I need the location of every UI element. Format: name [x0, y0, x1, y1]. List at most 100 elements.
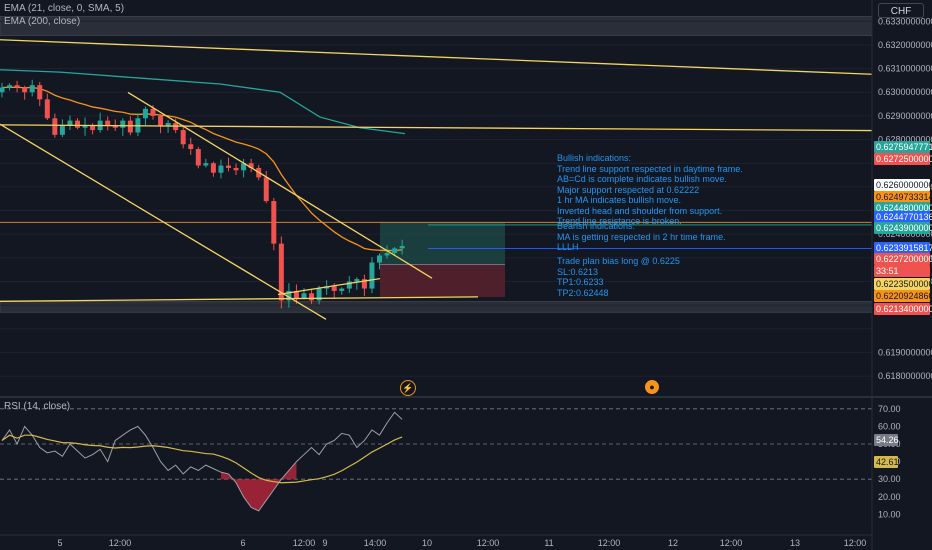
price-tag-label: 0.62134000000: [876, 304, 932, 314]
candle-body: [218, 165, 224, 173]
price-tag-label: 0.62272000000: [876, 254, 932, 264]
stop-loss-zone: [380, 264, 505, 298]
time-tick-label: 13: [790, 538, 800, 548]
price-tag: [874, 141, 930, 153]
price-tag-label: 0.62209248604: [876, 291, 932, 301]
candle-body: [248, 163, 254, 168]
lightning-icon[interactable]: ⚡: [400, 380, 416, 396]
candle-body: [271, 201, 277, 244]
candle-body: [392, 248, 398, 254]
currency-button[interactable]: CHF: [878, 3, 924, 18]
price-tag-label: 0.62497333141: [876, 192, 932, 202]
price-tick-label: 0.61900000000: [878, 347, 932, 357]
rsi-oversold-fill: [220, 461, 297, 511]
candle-body: [0, 87, 5, 93]
trend-line: [0, 39, 873, 75]
rsi-value-label: 54.26: [876, 435, 899, 445]
legend-ema200[interactable]: EMA (200, close): [4, 16, 81, 27]
candle-body: [377, 255, 382, 263]
ema21-line: [1, 86, 403, 252]
rsi-pane: [0, 396, 932, 512]
price-tick-label: 0.62900000000: [878, 111, 932, 121]
candle-body: [278, 243, 284, 301]
price-tag: [874, 242, 930, 254]
candle-body: [188, 144, 194, 150]
candle-body: [195, 149, 201, 166]
price-tag: [874, 265, 930, 277]
price-tag-label: 0.62339158174: [876, 243, 932, 253]
candle-body: [369, 262, 375, 289]
candle-body: [210, 163, 216, 173]
candlestick-series[interactable]: [0, 79, 405, 309]
candle-body: [316, 288, 322, 301]
candle-body: [233, 167, 239, 171]
time-tick-label: 12:00: [720, 538, 743, 548]
candle-body: [112, 125, 118, 128]
candle-body: [59, 125, 65, 135]
trade-plan-annotation[interactable]: Trade plan bias long @ 0.6225 SL:0.6213 …: [557, 256, 680, 298]
candle-body: [75, 120, 80, 128]
rsi-tick-label: 60.00: [878, 421, 901, 431]
event-flag-icon[interactable]: ●: [645, 380, 659, 394]
trend-lines[interactable]: [0, 39, 873, 320]
trend-line: [277, 277, 381, 296]
ema200-curve: [0, 69, 406, 135]
bearish-annotation[interactable]: Bearish indications: MA is getting respe…: [557, 221, 726, 252]
legend-ema21[interactable]: EMA (21, close, 0, SMA, 5): [4, 3, 125, 14]
candle-body: [37, 85, 43, 100]
time-tick-label: 12:00: [293, 538, 316, 548]
candle-body: [150, 108, 156, 116]
rsi-tick-label: 70.00: [878, 404, 901, 414]
time-tick-label: 14:00: [364, 538, 387, 548]
candle-body: [142, 108, 148, 119]
price-tick-label: 0.61800000000: [878, 371, 932, 381]
candle-body: [120, 120, 126, 128]
price-tag-label: 33:51: [876, 266, 899, 276]
candle-body: [263, 177, 269, 202]
candle-body: [82, 125, 88, 128]
candle-body: [301, 293, 307, 299]
rsi-tick-label: 30.00: [878, 474, 901, 484]
price-tag: [874, 179, 930, 191]
ema21-curve: [1, 86, 403, 252]
time-tick-label: 12:00: [844, 538, 867, 548]
price-tick-label: 0.62800000000: [878, 135, 932, 145]
trend-line: [0, 296, 479, 302]
candle-body: [309, 293, 315, 301]
candle-body: [180, 130, 186, 145]
price-tag-label: 0.62759477711: [876, 142, 932, 152]
resistance-zone: [0, 16, 873, 36]
legend-rsi[interactable]: RSI (14, close): [4, 401, 71, 412]
candle-body: [361, 279, 367, 289]
price-tick-label: 0.63300000000: [878, 16, 932, 26]
candle-body: [44, 99, 50, 119]
candle-body: [7, 85, 13, 88]
support-zone: [0, 301, 873, 313]
rsi-line: [1, 411, 403, 512]
candle-body: [331, 286, 337, 291]
price-tag: [874, 211, 930, 223]
time-tick-label: 10: [422, 538, 432, 548]
candle-body: [165, 122, 171, 126]
trend-line: [127, 91, 433, 279]
rsi-ma-value-tag: [874, 456, 898, 468]
time-tick-label: 12:00: [598, 538, 621, 548]
ema200-line: [0, 69, 406, 135]
rsi-tick-label: 10.00: [878, 509, 901, 519]
candle-body: [293, 290, 299, 299]
candle-body: [203, 163, 209, 166]
price-tick-label: 0.63100000000: [878, 64, 932, 74]
price-tag: [874, 253, 930, 265]
candle-body: [105, 120, 111, 126]
time-tick-label: 11: [544, 538, 553, 548]
candle-body: [226, 165, 231, 168]
long-position-tool[interactable]: [380, 222, 505, 298]
rsi-ma-value-label: 42.61: [876, 457, 899, 467]
bullish-annotation[interactable]: Bullish indications: Trend line support …: [557, 153, 743, 226]
